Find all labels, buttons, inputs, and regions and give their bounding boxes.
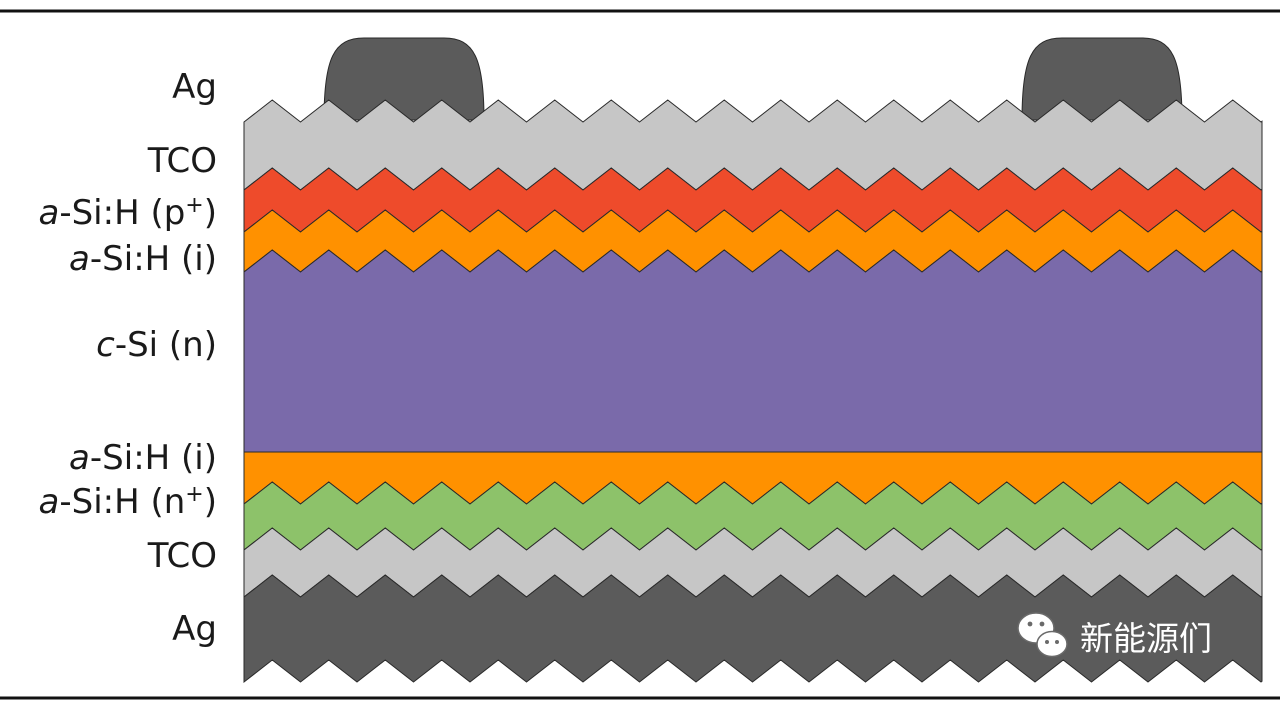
label-tco-bottom: TCO [147,536,217,576]
label-asi-i-bottom: a-Si:H (i) [69,438,217,478]
label-asi-n: a-Si:H (n+) [39,482,218,522]
layer-csi [243,249,1263,453]
watermark: 新能源们 [1017,612,1212,658]
label-ag-bottom: Ag [172,609,217,649]
label-tco-top: TCO [147,141,217,181]
layer-ag-bottom [243,574,1263,684]
label-asi-p: a-Si:H (p+) [38,193,217,233]
wechat-icon [1017,612,1068,658]
ag-finger-right [1021,37,1183,121]
ag-finger-left [323,37,485,121]
layer-labels: Ag TCO a-Si:H (p+) a-Si:H (i) c-Si (n) a… [38,67,217,649]
watermark-text: 新能源们 [1080,619,1212,658]
label-ag-top: Ag [172,67,217,107]
label-csi: c-Si (n) [96,325,217,365]
layer-stack [243,37,1263,684]
label-asi-i-top: a-Si:H (i) [69,239,217,279]
